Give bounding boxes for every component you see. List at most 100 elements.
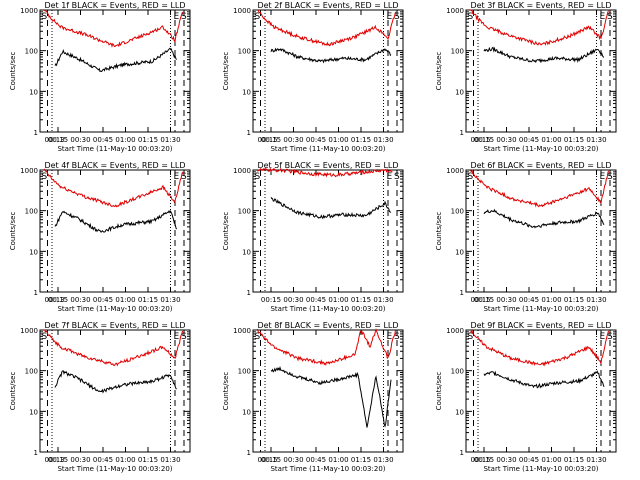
x-tick-label: 00:30 xyxy=(70,456,90,464)
y-tick-label: 10 xyxy=(242,88,251,96)
y-axis-label: Counts/sec xyxy=(222,372,230,411)
saa-marker-label: S xyxy=(42,12,48,22)
y-axis-label: Counts/sec xyxy=(222,212,230,251)
events-series-line xyxy=(483,370,605,389)
x-tick-label: 00:30 xyxy=(283,456,303,464)
saa-marker-label: E xyxy=(174,12,180,22)
y-tick-label: 1000 xyxy=(233,7,251,15)
y-tick-label: 100 xyxy=(238,368,251,376)
x-tick-label: 00:30 xyxy=(283,296,303,304)
y-tick-label: 1000 xyxy=(20,7,38,15)
x-axis-label: Start Time (11-May-10 00:03:20) xyxy=(57,305,172,313)
y-tick-label: 1 xyxy=(34,129,38,137)
y-tick-label: 10 xyxy=(29,88,38,96)
x-tick-label: 00:45 xyxy=(519,136,539,144)
x-tick-label: 00:30 xyxy=(70,136,90,144)
y-tick-label: 1 xyxy=(247,449,251,457)
x-tick-label: 00:15 xyxy=(474,136,494,144)
x-axis-label: Start Time (11-May-10 00:03:20) xyxy=(57,145,172,153)
saa-marker-label: S xyxy=(181,172,187,182)
y-tick-label: 1000 xyxy=(20,167,38,175)
x-tick-label: 00:15 xyxy=(474,456,494,464)
start-time-label: 00:13 xyxy=(45,296,65,304)
x-tick-label: 00:30 xyxy=(496,296,516,304)
y-tick-label: 100 xyxy=(25,48,38,56)
panel-title: Det 5f BLACK = Events, RED = LLD xyxy=(257,161,398,170)
x-tick-label: 01:30 xyxy=(373,136,393,144)
plot-frame xyxy=(252,169,404,293)
x-tick-label: 01:15 xyxy=(138,456,158,464)
saa-marker-label: E xyxy=(387,12,393,22)
x-tick-label: 01:00 xyxy=(115,136,135,144)
x-axis-label: Start Time (11-May-10 00:03:20) xyxy=(270,465,385,473)
x-tick-label: 01:00 xyxy=(115,296,135,304)
y-axis-label: Counts/sec xyxy=(435,52,443,91)
y-tick-label: 100 xyxy=(25,368,38,376)
x-axis-label: Start Time (11-May-10 00:03:20) xyxy=(270,145,385,153)
panel-title: Det 1f BLACK = Events, RED = LLD xyxy=(44,1,185,10)
detector-panel: Det 5f BLACK = Events, RED = LLD 1 10 100 10… xyxy=(222,161,404,313)
start-time-label: 00:15 xyxy=(471,136,491,144)
x-tick-label: 01:30 xyxy=(586,456,606,464)
lld-series-line xyxy=(257,328,396,366)
events-series-line xyxy=(54,370,177,394)
saa-marker-label: S xyxy=(181,332,187,342)
y-tick-label: 100 xyxy=(451,368,464,376)
x-tick-label: 01:15 xyxy=(138,296,158,304)
saa-marker-label: E xyxy=(387,172,393,182)
x-tick-label: 01:15 xyxy=(138,136,158,144)
detector-panel: Det 4f BLACK = Events, RED = LLD 1 10 100 10… xyxy=(9,161,191,313)
x-tick-label: 01:15 xyxy=(564,456,584,464)
detector-panel: Det 2f BLACK = Events, RED = LLD 1 10 100 10… xyxy=(222,1,404,153)
y-axis-label: Counts/sec xyxy=(9,372,17,411)
x-tick-label: 01:30 xyxy=(160,296,180,304)
x-tick-label: 01:30 xyxy=(160,136,180,144)
saa-marker-label: S xyxy=(255,12,261,22)
saa-marker-label: E xyxy=(600,12,606,22)
y-tick-label: 1 xyxy=(247,289,251,297)
y-axis-label: Counts/sec xyxy=(435,212,443,251)
detector-panel: Det 9f BLACK = Events, RED = LLD 1 10 100 10… xyxy=(435,321,617,473)
x-tick-label: 01:00 xyxy=(541,136,561,144)
plot-frame xyxy=(39,329,191,453)
lld-series-line xyxy=(44,329,183,367)
panel-title: Det 8f BLACK = Events, RED = LLD xyxy=(257,321,398,330)
y-tick-label: 1 xyxy=(247,129,251,137)
y-tick-label: 100 xyxy=(25,208,38,216)
x-tick-label: 00:30 xyxy=(496,136,516,144)
saa-marker-label: E xyxy=(174,172,180,182)
x-tick-label: 01:30 xyxy=(586,296,606,304)
x-tick-label: 00:45 xyxy=(519,296,539,304)
detector-panel: Det 7f BLACK = Events, RED = LLD 1 10 100 10… xyxy=(9,321,191,473)
x-axis-label: Start Time (11-May-10 00:03:20) xyxy=(483,465,598,473)
x-tick-label: 01:00 xyxy=(328,456,348,464)
x-tick-label: 00:30 xyxy=(70,296,90,304)
saa-marker-label: S xyxy=(394,12,400,22)
detector-panel: Det 8f BLACK = Events, RED = LLD 1 10 100 10… xyxy=(222,321,404,473)
y-tick-label: 10 xyxy=(242,408,251,416)
panel-title: Det 4f BLACK = Events, RED = LLD xyxy=(44,161,185,170)
detector-panel: Det 3f BLACK = Events, RED = LLD 1 10 100 10… xyxy=(435,1,617,153)
x-tick-label: 00:15 xyxy=(48,136,68,144)
y-tick-label: 10 xyxy=(29,248,38,256)
saa-marker-label: S xyxy=(394,332,400,342)
y-tick-label: 1 xyxy=(34,449,38,457)
saa-marker-label: S xyxy=(607,172,613,182)
y-tick-label: 1000 xyxy=(446,327,464,335)
x-tick-label: 01:00 xyxy=(541,456,561,464)
saa-marker-label: S xyxy=(255,172,261,182)
y-tick-label: 1000 xyxy=(446,167,464,175)
y-tick-label: 1000 xyxy=(20,327,38,335)
panel-title: Det 6f BLACK = Events, RED = LLD xyxy=(470,161,611,170)
x-tick-label: 00:30 xyxy=(283,136,303,144)
start-time-label: 00:15 xyxy=(471,456,491,464)
x-tick-label: 00:45 xyxy=(93,296,113,304)
y-tick-label: 100 xyxy=(451,48,464,56)
x-tick-label: 00:45 xyxy=(519,456,539,464)
plot-frame xyxy=(465,169,617,293)
saa-marker-label: S xyxy=(468,172,474,182)
x-axis-label: Start Time (11-May-10 00:03:20) xyxy=(57,465,172,473)
saa-marker-label: E xyxy=(174,332,180,342)
panel-title: Det 3f BLACK = Events, RED = LLD xyxy=(470,1,611,10)
